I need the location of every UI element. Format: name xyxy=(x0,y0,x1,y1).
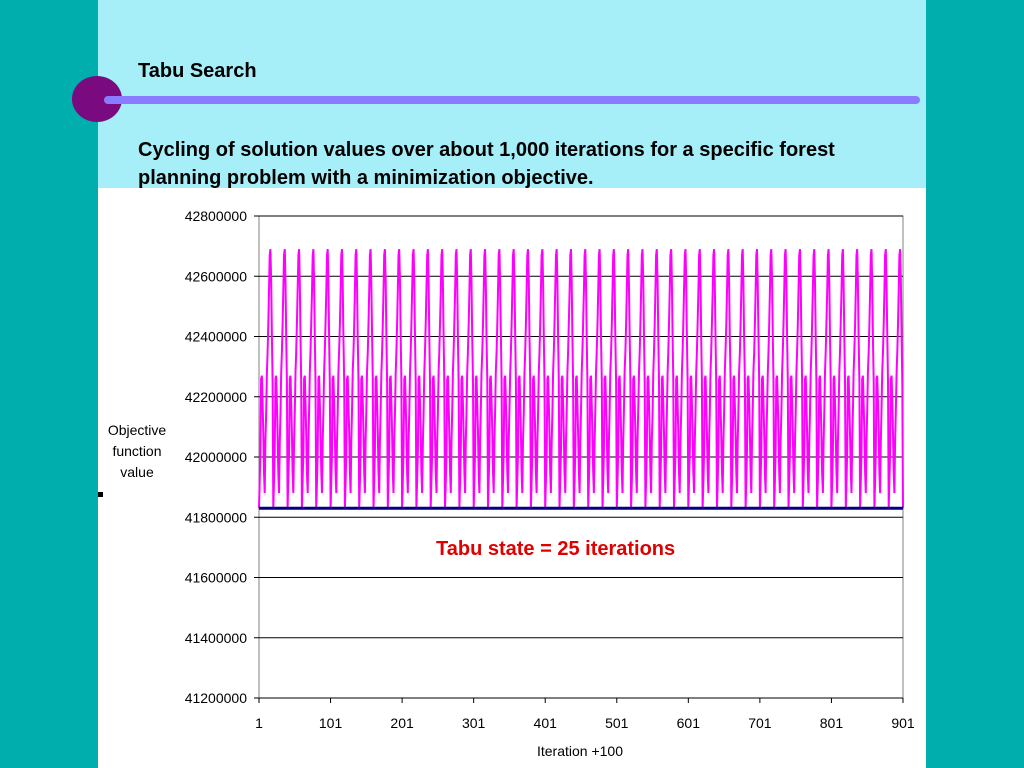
x-tick-label: 201 xyxy=(390,715,414,731)
x-tick-label: 101 xyxy=(319,715,343,731)
x-tick-label: 801 xyxy=(820,715,844,731)
y-tick-label: 42600000 xyxy=(185,268,248,284)
small-bullet xyxy=(98,492,103,497)
y-tick-label: 41400000 xyxy=(185,630,248,646)
x-tick-label: 901 xyxy=(891,715,915,731)
y-axis-label: Objective function value xyxy=(107,422,167,480)
y-tick-label: 42200000 xyxy=(185,389,248,405)
y-tick-label: 42800000 xyxy=(185,208,248,224)
y-tick-label: 42400000 xyxy=(185,329,248,345)
x-tick-label: 501 xyxy=(605,715,629,731)
series-objective-cycle xyxy=(258,248,904,509)
x-tick-label: 301 xyxy=(462,715,486,731)
y-tick-label: 41800000 xyxy=(185,509,248,525)
y-tick-label: 41600000 xyxy=(185,570,248,586)
y-tick-label: 42000000 xyxy=(185,449,248,465)
x-tick-label: 401 xyxy=(534,715,558,731)
tabu-state-annotation: Tabu state = 25 iterations xyxy=(436,538,676,560)
x-tick-label: 701 xyxy=(748,715,772,731)
title-rule xyxy=(104,96,920,104)
x-tick-label: 601 xyxy=(677,715,701,731)
y-tick-label: 41200000 xyxy=(185,690,248,706)
slide-subtitle: Cycling of solution values over about 1,… xyxy=(138,139,835,189)
x-tick-label: 1 xyxy=(255,715,263,731)
slide-title: Tabu Search xyxy=(138,60,257,82)
x-axis-label: Iteration +100 xyxy=(536,743,623,759)
